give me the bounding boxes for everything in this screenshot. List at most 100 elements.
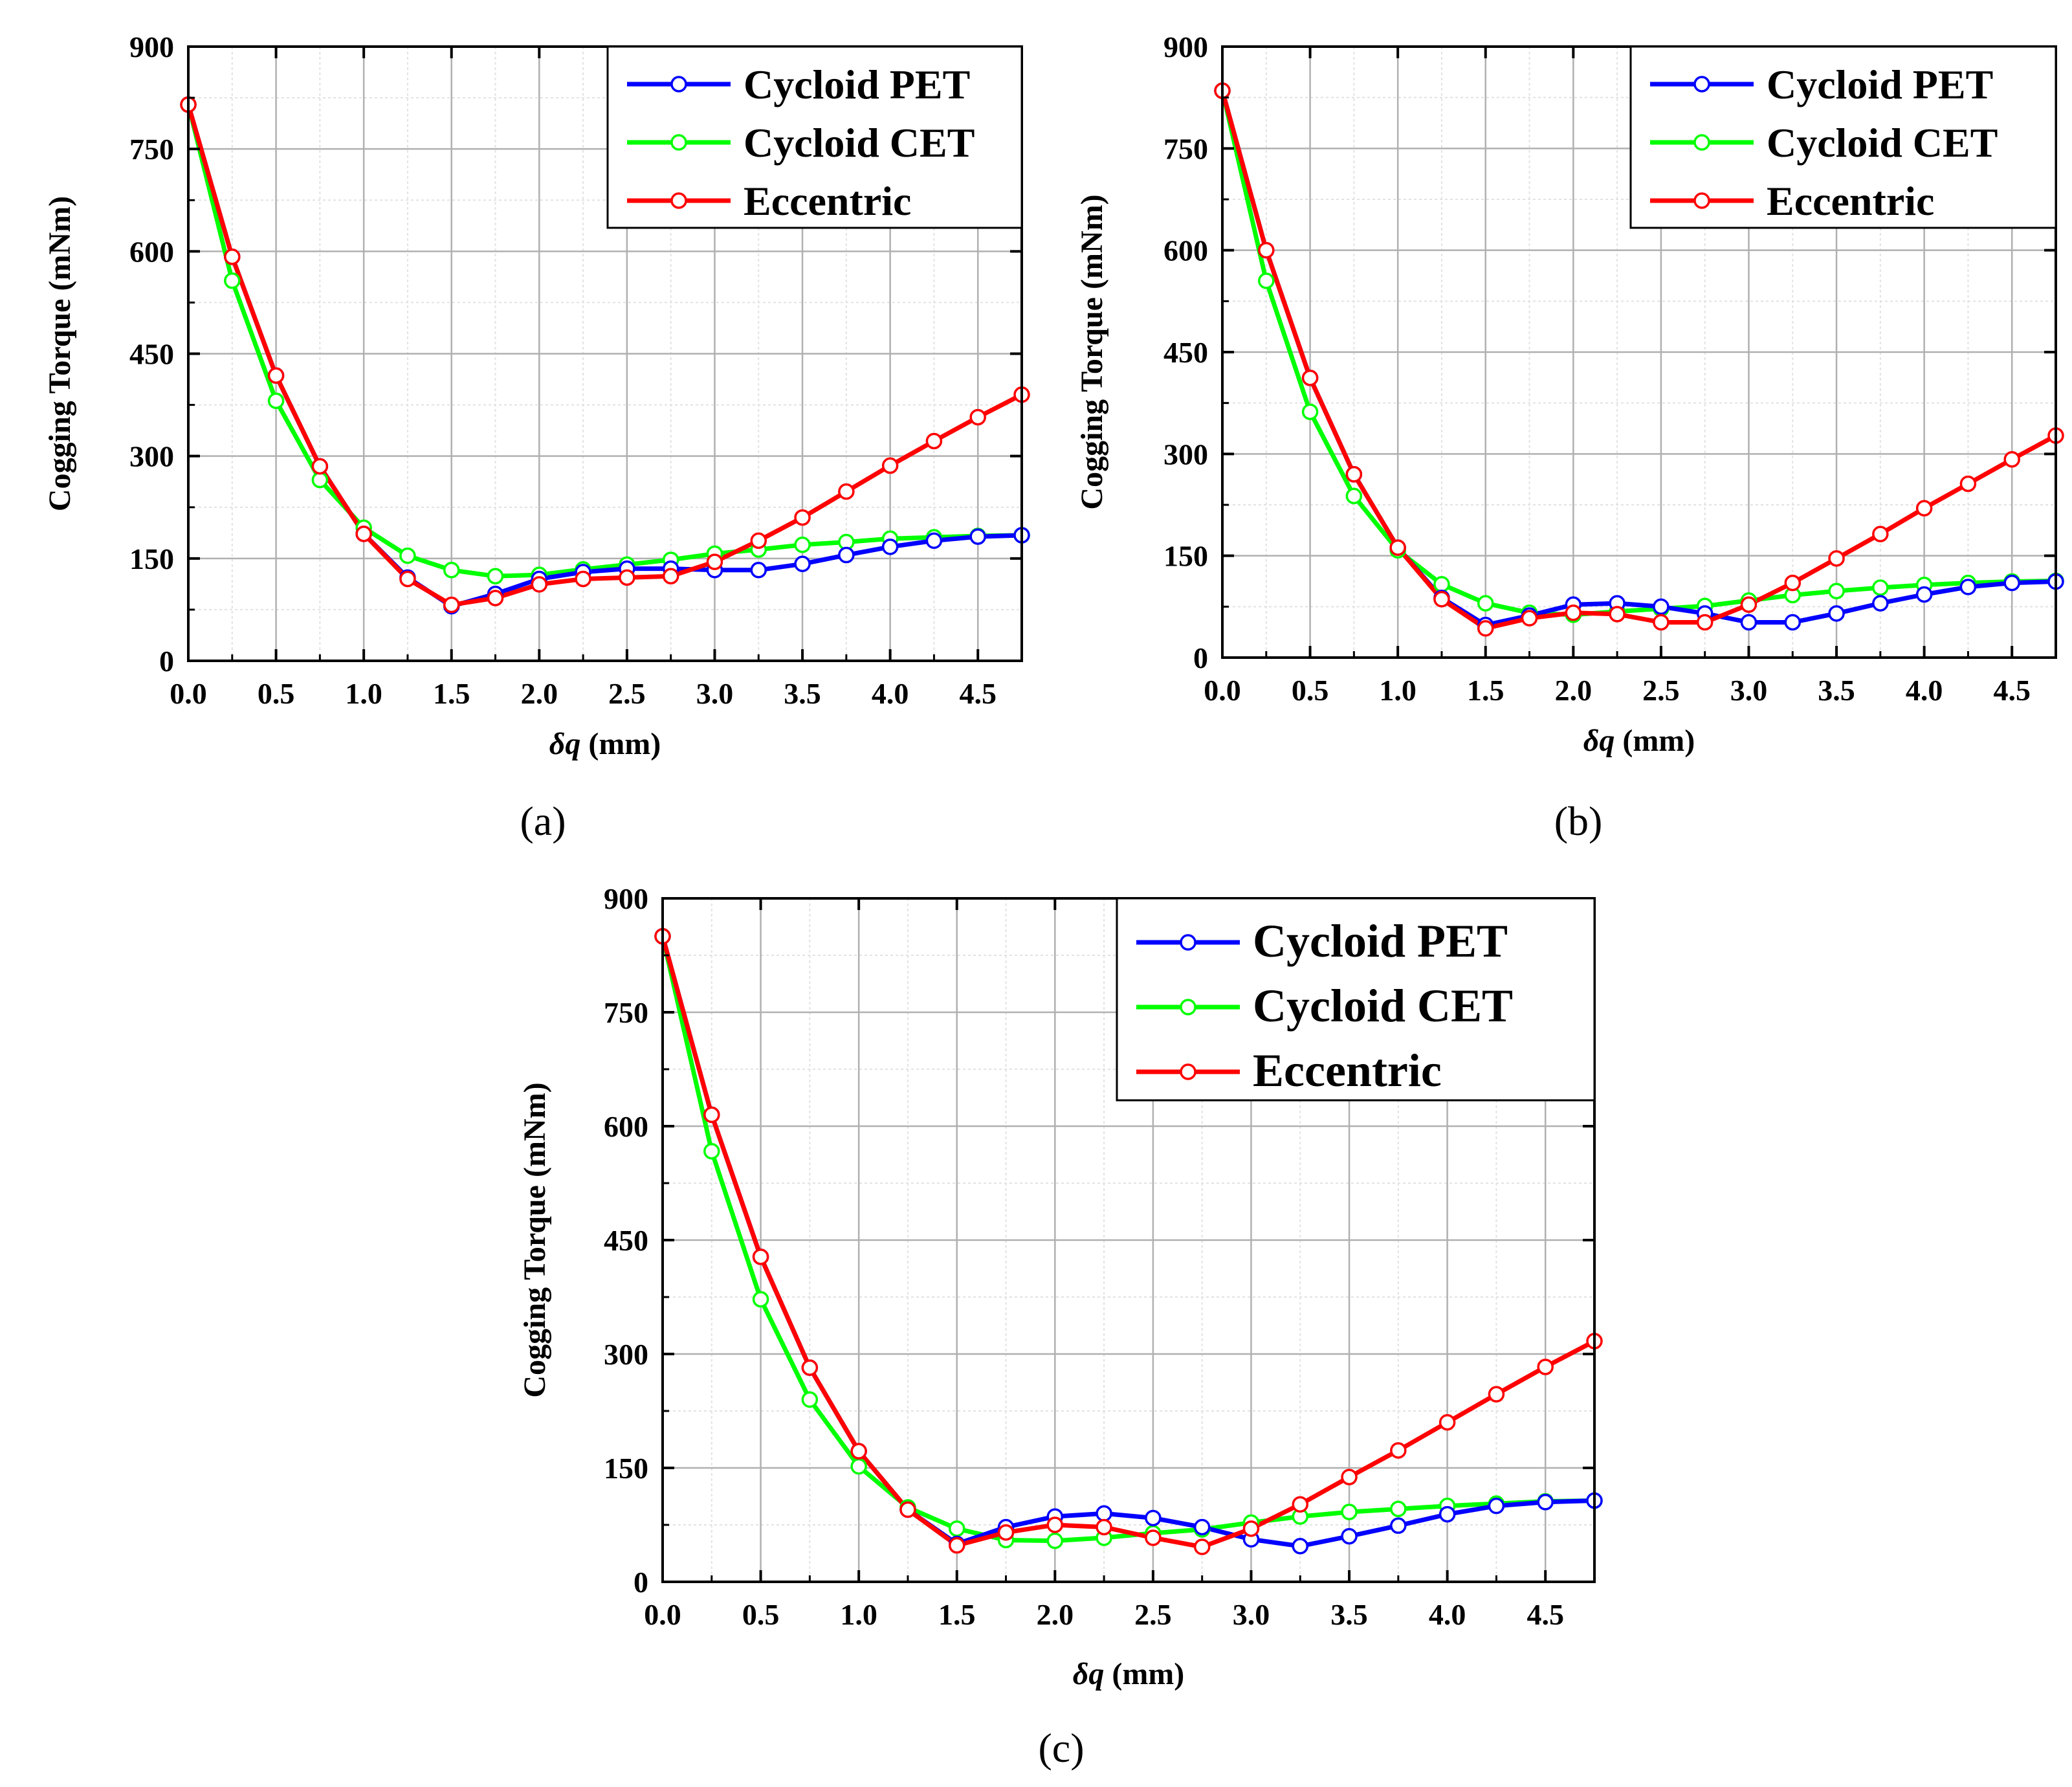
y-axis-title: Cogging Torque (mNm) [1075,194,1109,509]
x-tick-label: 3.0 [1233,1598,1270,1631]
point-eccentric [2003,450,2020,468]
panel-label: (c) [1038,1725,1084,1771]
point-eccentric [311,458,329,475]
y-tick-label: 0 [1193,641,1208,674]
x-tick-label: 1.0 [1379,674,1416,707]
point-eccentric [1653,614,1670,631]
x-tick-label: 1.5 [1467,674,1504,707]
y-tick-label: 300 [604,1338,648,1371]
legend-label-cycloid-pet: Cycloid PET [744,61,970,107]
point-cycloid-cet [703,1142,720,1160]
point-eccentric [997,1524,1015,1541]
point-cycloid-cet [1433,575,1450,593]
x-tick-label: 4.5 [1526,1598,1564,1631]
x-axis-title-symbol: δq [549,727,581,761]
point-cycloid-pet [881,538,899,555]
legend-box [1116,897,1596,1102]
point-cycloid-pet [1915,586,1933,603]
x-tick-label: 3.0 [1730,674,1768,707]
y-tick-label: 150 [604,1452,648,1485]
chart-panel-a: 0.0 0.5 1.0 1.5 2.0 2.5 3.0 3.5 4.0 4.5 0 150 300 450… [43,30,1030,844]
point-eccentric [1872,526,1889,542]
legend-marker-cycloid-pet [670,76,687,93]
x-axis-title: δq (mm) [549,727,661,761]
point-cycloid-pet [750,562,767,579]
series-group [180,96,1030,615]
point-cycloid-pet [969,528,986,545]
legend: Cycloid PET Cycloid CET Eccentric [606,45,1023,229]
point-eccentric [1537,1359,1554,1375]
point-cycloid-cet [399,547,416,564]
legend-label-cycloid-cet: Cycloid CET [1253,980,1513,1032]
point-eccentric [794,509,811,526]
series-line-eccentric [1220,90,2057,631]
point-eccentric [1477,620,1494,637]
point-eccentric [1609,606,1626,623]
point-eccentric [1438,1414,1456,1431]
legend-label-cycloid-pet: Cycloid PET [1767,61,1993,107]
point-eccentric [662,568,679,584]
x-tick-label: 2.0 [1555,674,1593,707]
y-axis-title: Cogging Torque (mNm) [43,196,77,511]
x-axis-title-symbol: δq [1073,1657,1105,1691]
point-eccentric [1696,614,1714,631]
x-tick-label: 0.5 [742,1598,780,1631]
point-eccentric [1301,370,1319,386]
y-tick-label: 900 [604,882,648,915]
point-cycloid-pet [1145,1509,1162,1527]
y-tick-label: 600 [1163,234,1208,267]
x-tick-label: 1.0 [345,677,382,710]
point-eccentric [399,570,416,588]
legend-marker-eccentric [1180,1063,1196,1080]
x-tick-label: 3.5 [1818,674,1855,707]
point-cycloid-pet [1828,605,1845,622]
y-tick-label: 150 [1163,540,1208,573]
legend-marker-cycloid-cet [1180,999,1196,1016]
panel-label: (b) [1554,798,1603,844]
point-eccentric [1488,1386,1505,1403]
point-cycloid-pet [1740,614,1758,631]
point-cycloid-pet [1784,614,1802,631]
legend-label-eccentric: Eccentric [744,178,911,224]
series-group [1214,82,2064,637]
point-eccentric [706,553,723,570]
legend-label-eccentric: Eccentric [1253,1045,1442,1096]
point-cycloid-cet [801,1391,819,1408]
legend-marker-cycloid-pet [1693,76,1710,93]
point-eccentric [1959,475,1977,493]
x-tick-label: 2.5 [608,677,646,710]
y-tick-label: 600 [604,1110,648,1143]
panel-label: (a) [520,798,566,844]
x-tick-label: 1.5 [433,677,470,710]
y-tick-label: 750 [1163,132,1208,165]
legend: Cycloid PET Cycloid CET Eccentric [1116,897,1596,1102]
point-eccentric [850,1443,867,1460]
x-axis-title: δq (mm) [1073,1657,1185,1691]
point-eccentric [1345,466,1363,483]
legend-label-cycloid-pet: Cycloid PET [1253,915,1508,967]
point-cycloid-cet [850,1458,867,1475]
y-tick-label: 450 [1163,336,1208,369]
x-tick-label: 0.5 [258,677,295,710]
point-cycloid-cet [1390,1500,1407,1518]
legend-label-cycloid-cet: Cycloid CET [1767,120,1998,166]
point-cycloid-pet [1390,1517,1407,1534]
x-axis-title-unit: (mm) [1104,1657,1184,1691]
point-cycloid-cet [1828,583,1845,599]
x-tick-label: 2.5 [1134,1598,1172,1631]
point-cycloid-cet [1872,579,1889,596]
x-tick-label: 3.0 [696,677,734,710]
point-eccentric [948,1537,965,1554]
y-tick-label: 0 [634,1566,648,1599]
tick-group: 0.0 0.5 1.0 1.5 2.0 2.5 3.0 3.5 4.0 4.5 0 150 300 450… [604,882,1594,1631]
x-tick-label: 4.5 [1993,674,2031,707]
legend-marker-cycloid-cet [670,134,687,151]
point-eccentric [925,432,943,450]
x-tick-label: 0.0 [1204,674,1241,707]
point-eccentric [1193,1538,1211,1555]
point-eccentric [1341,1469,1358,1485]
tick-group: 0.0 0.5 1.0 1.5 2.0 2.5 3.0 3.5 4.0 4.5 0 150 300 450… [129,30,1022,710]
point-cycloid-pet [2003,574,2020,592]
x-axis-title: δq (mm) [1583,724,1695,758]
